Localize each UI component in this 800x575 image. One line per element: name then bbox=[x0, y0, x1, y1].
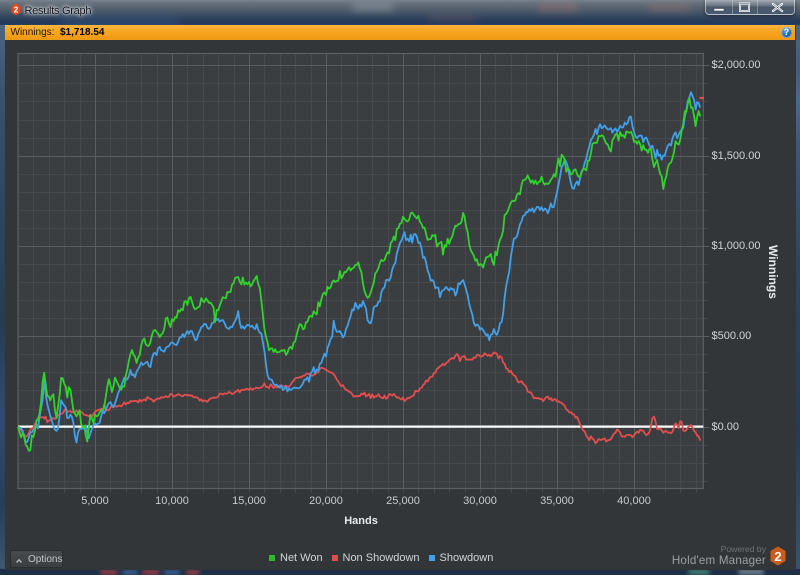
svg-text:2: 2 bbox=[774, 549, 781, 564]
svg-text:2: 2 bbox=[14, 5, 19, 15]
